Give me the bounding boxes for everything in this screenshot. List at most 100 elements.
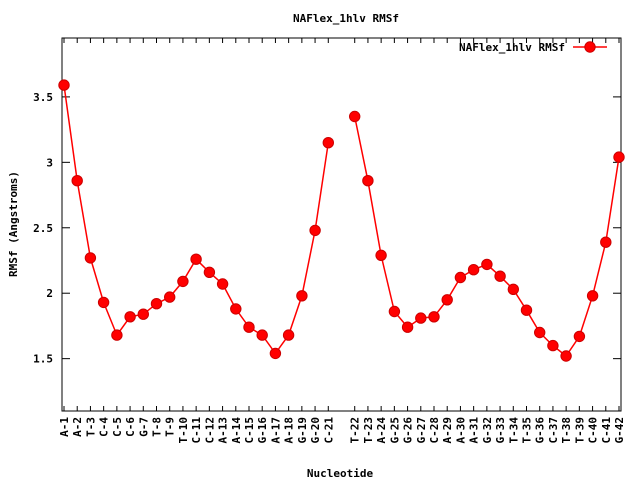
x-tick-label: C-28 xyxy=(428,417,441,444)
x-tick-label: A-14 xyxy=(230,417,243,444)
x-tick-label: T-35 xyxy=(521,417,534,444)
data-point xyxy=(124,311,136,323)
x-tick-label: A-2 xyxy=(71,417,84,437)
data-point xyxy=(190,253,202,265)
data-point xyxy=(428,311,440,323)
data-point xyxy=(362,175,374,187)
y-axis-label: RMSf (Angstroms) xyxy=(7,171,20,277)
x-tick-label: G-33 xyxy=(494,417,507,444)
x-tick-label: T-38 xyxy=(560,417,573,444)
x-tick-label: A-31 xyxy=(468,417,481,444)
data-point xyxy=(494,270,506,282)
x-tick-label: G-19 xyxy=(296,417,309,444)
x-tick-label: G-32 xyxy=(481,417,494,444)
x-tick-label: A-18 xyxy=(283,417,296,444)
data-point xyxy=(309,224,321,237)
x-tick-label: G-26 xyxy=(402,417,415,444)
x-tick-label: G-25 xyxy=(388,417,401,444)
data-point xyxy=(97,296,110,309)
legend-marker-swatch xyxy=(584,41,596,53)
data-point xyxy=(71,175,83,187)
x-tick-label: T-34 xyxy=(507,417,520,444)
chart-title: NAFlex_1hlv RMSf xyxy=(293,12,399,25)
data-point xyxy=(560,350,572,362)
x-tick-label: G-42 xyxy=(613,417,626,444)
x-tick-label: T-3 xyxy=(84,417,97,437)
data-point xyxy=(534,326,546,339)
data-point xyxy=(441,294,453,306)
x-tick-label: C-41 xyxy=(600,417,613,444)
x-tick-label: A-29 xyxy=(441,417,454,444)
x-tick-label: C-12 xyxy=(203,417,216,444)
x-tick-label: C-11 xyxy=(190,417,203,444)
legend: NAFlex_1hlv RMSf xyxy=(459,41,607,54)
data-point xyxy=(349,110,361,123)
series-line xyxy=(353,116,620,358)
data-point xyxy=(137,308,150,320)
x-tick-label: A-24 xyxy=(375,417,388,444)
data-point xyxy=(388,305,401,318)
data-point xyxy=(216,278,229,290)
y-axis: 1.5 2 2.5 3 3.5 xyxy=(33,91,621,366)
x-tick-label: A-1 xyxy=(58,417,71,437)
x-tick-label: C-5 xyxy=(111,417,124,437)
data-point xyxy=(415,312,427,324)
data-point xyxy=(230,303,242,315)
x-tick-label: G-20 xyxy=(309,417,322,444)
plot-frame xyxy=(61,37,622,412)
x-tick-label: A-17 xyxy=(269,417,282,444)
series-layer xyxy=(58,79,625,362)
x-tick-label: C-4 xyxy=(98,417,111,437)
legend-label: NAFlex_1hlv RMSf xyxy=(459,41,565,54)
x-tick-label: C-21 xyxy=(322,417,335,444)
x-tick-label: T-39 xyxy=(573,417,586,444)
series-line xyxy=(63,84,330,355)
y-tick-label: 2 xyxy=(46,287,53,300)
y-tick-label: 2.5 xyxy=(33,222,53,235)
y-tick-label: 3 xyxy=(46,156,53,169)
data-point xyxy=(203,266,216,278)
data-point xyxy=(573,330,586,343)
data-point xyxy=(256,329,268,341)
data-point xyxy=(467,264,480,276)
data-point xyxy=(613,151,625,163)
y-tick-label: 1.5 xyxy=(33,353,53,366)
data-point xyxy=(84,252,97,264)
data-point xyxy=(58,79,70,91)
data-point xyxy=(401,321,414,333)
x-tick-label: C-40 xyxy=(587,417,600,444)
data-point xyxy=(177,275,189,288)
data-point xyxy=(269,347,282,360)
x-axis: A-1 A-2 T-3 C-4 C-5 C-6 G-7 T-8 T-9 T-10 C-11 C-12 A… xyxy=(58,38,626,444)
x-tick-label: C-15 xyxy=(243,417,256,444)
x-tick-label: A-30 xyxy=(454,417,467,444)
data-point xyxy=(282,329,295,341)
x-tick-label: T-22 xyxy=(349,417,362,444)
data-point xyxy=(164,291,176,303)
x-tick-label: T-10 xyxy=(177,417,190,444)
data-point xyxy=(454,271,467,284)
data-point xyxy=(111,329,123,341)
x-axis-label: Nucleotide xyxy=(307,467,374,480)
data-point xyxy=(586,290,599,302)
x-tick-label: T-9 xyxy=(164,417,177,437)
x-tick-label: G-16 xyxy=(256,417,269,444)
x-tick-label: A-13 xyxy=(217,417,230,444)
data-point xyxy=(520,304,533,316)
data-point xyxy=(547,339,559,352)
x-tick-label: T-23 xyxy=(362,417,375,444)
data-point xyxy=(600,236,612,248)
data-point xyxy=(243,321,255,333)
data-point xyxy=(296,290,308,302)
data-point xyxy=(507,283,519,295)
data-point xyxy=(481,258,493,271)
x-tick-label: G-7 xyxy=(137,417,150,437)
data-point xyxy=(375,249,387,262)
x-tick-label: T-8 xyxy=(151,417,164,437)
data-point xyxy=(322,137,334,149)
x-tick-label: G-27 xyxy=(415,417,428,444)
x-tick-label: C-6 xyxy=(124,417,137,437)
data-point xyxy=(150,298,163,310)
x-tick-label: C-37 xyxy=(547,417,560,444)
